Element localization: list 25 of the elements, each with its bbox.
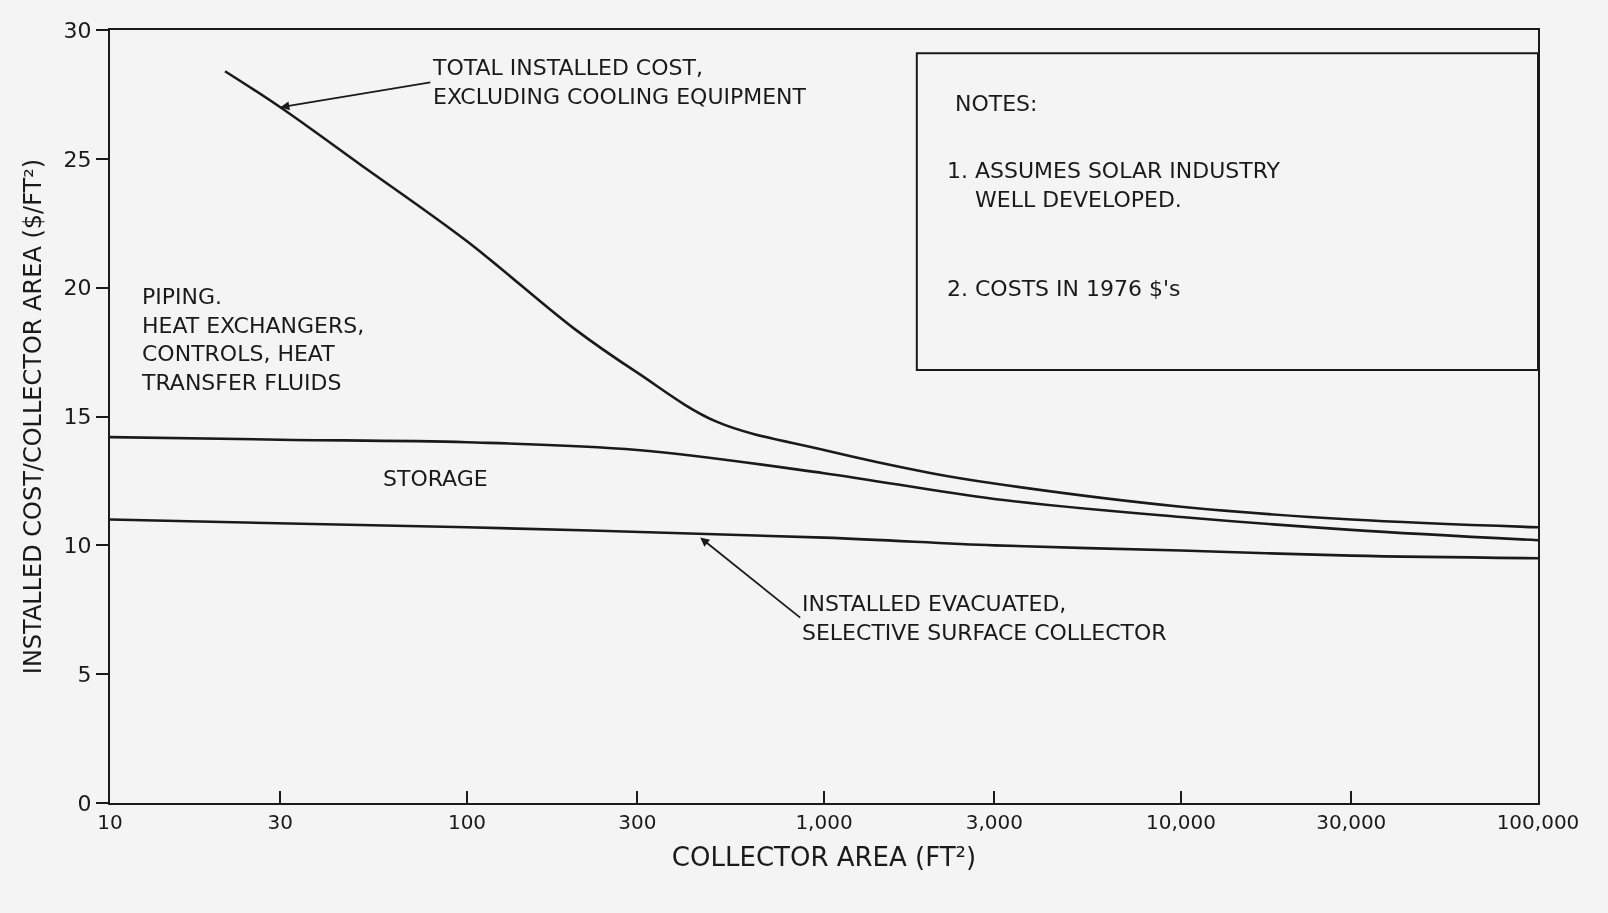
annotation: PIPING. HEAT EXCHANGERS, CONTROLS, HEAT TRANSFER FLUIDS [141, 284, 365, 395]
annotation: NOTES: [955, 91, 1038, 116]
x-axis-title: COLLECTOR AREA (FT²) [671, 842, 977, 873]
y-tick-label: 0 [77, 790, 92, 816]
annotation: STORAGE [383, 466, 488, 491]
x-tick-label: 100,000 [1496, 810, 1580, 834]
annotation: 2. COSTS IN 1976 $'s [947, 276, 1181, 301]
y-tick-label: 30 [63, 17, 92, 43]
x-tick-label: 100 [447, 810, 487, 834]
y-tick-label: 15 [63, 404, 92, 430]
x-tick-label: 3,000 [965, 810, 1023, 834]
y-tick-label: 10 [63, 533, 92, 559]
annotation: 1. ASSUMES SOLAR INDUSTRY WELL DEVELOPED. [947, 158, 1281, 212]
x-tick-label: 30 [267, 810, 294, 834]
x-tick-label: 10 [97, 810, 123, 834]
x-tick-label: 30,000 [1316, 810, 1387, 834]
y-tick-label: 20 [63, 275, 92, 301]
annotation: TOTAL INSTALLED COST, EXCLUDING COOLING EQUIPMENT [432, 55, 807, 109]
y-tick-label: 5 [77, 661, 92, 687]
y-axis-title: INSTALLED COST/COLLECTOR AREA ($/FT²) [19, 158, 48, 675]
x-tick-label: 10,000 [1146, 810, 1216, 834]
annotation: INSTALLED EVACUATED, SELECTIVE SURFACE COLLECTOR [802, 591, 1167, 645]
y-tick-label: 25 [63, 146, 92, 172]
x-tick-label: 300 [618, 810, 657, 834]
x-tick-label: 1,000 [795, 810, 853, 834]
